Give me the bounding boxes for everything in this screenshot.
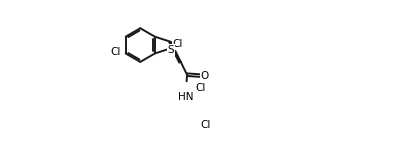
Text: S: S (168, 45, 174, 55)
Text: HN: HN (178, 92, 193, 102)
Text: Cl: Cl (196, 83, 206, 93)
Text: O: O (201, 71, 209, 81)
Text: Cl: Cl (173, 39, 183, 49)
Text: Cl: Cl (200, 120, 211, 130)
Text: Cl: Cl (111, 47, 121, 57)
